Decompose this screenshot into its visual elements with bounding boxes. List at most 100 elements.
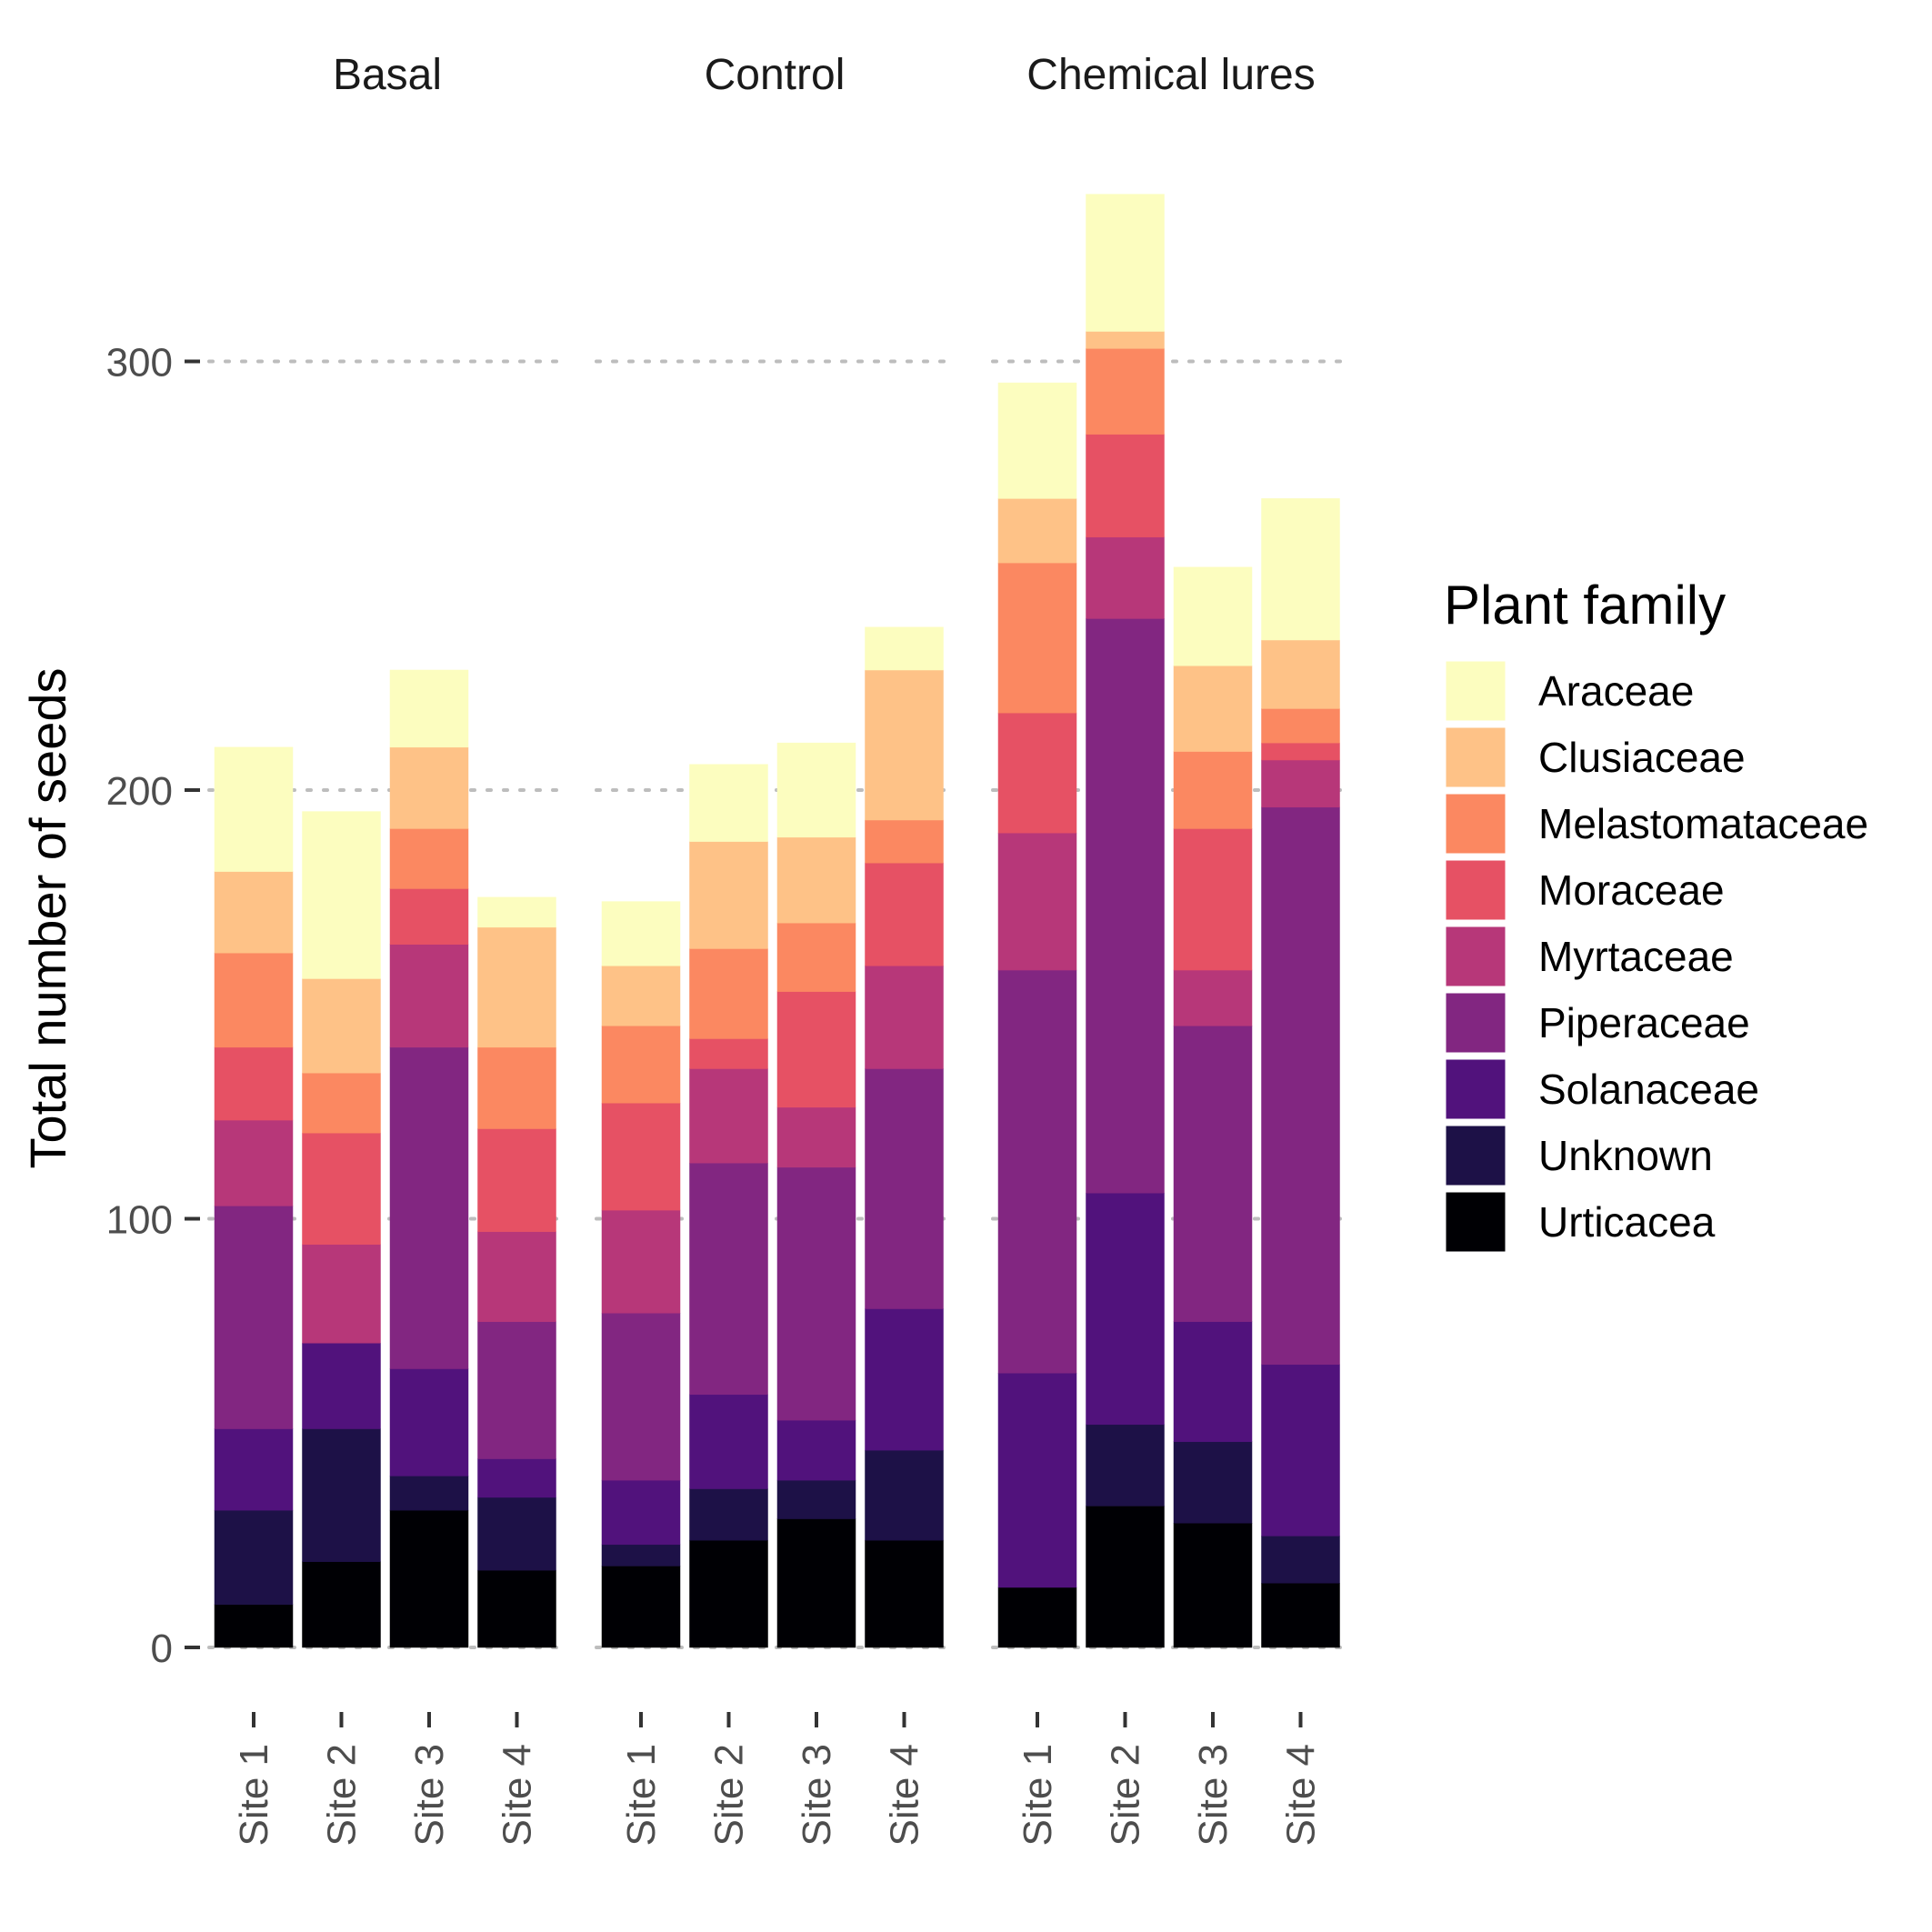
bar-segment [214,1119,294,1206]
bar-segment [865,1539,944,1648]
bar-segment [1086,618,1165,1194]
bar-segment [302,1428,381,1562]
bar-segment [689,1162,768,1396]
bar-segment [776,991,856,1108]
legend-key [1443,1056,1508,1122]
bar-segment [302,1342,381,1429]
bar-segment [1173,1026,1253,1322]
bar-segment [477,1497,556,1571]
bar-segment [1261,759,1340,808]
bar-segment [601,1566,681,1648]
bar-segment [776,1518,856,1648]
bar-segment [865,1449,944,1541]
legend-label: Urticacea [1538,1198,1716,1246]
bar-segment [689,1539,768,1648]
legend-key [1443,1123,1508,1188]
bar-segment [214,1428,294,1511]
facet-strip: Basal Control Chemical lures [333,51,1316,99]
bar-segment [1173,566,1253,666]
bar-segment [689,1038,768,1069]
x-tick-label: Site 3 [1191,1744,1236,1847]
bar-segment [1261,1583,1340,1648]
legend-label: Moraceae [1538,866,1725,914]
x-tick-label: Site 2 [1104,1744,1148,1847]
bar-segment [865,819,944,864]
bar-segment [689,764,768,842]
bar-segment [389,1368,469,1477]
bar-segment [1086,194,1165,332]
bar-segment [776,742,856,838]
bar-segment [477,1321,556,1459]
x-tick-label: Site 3 [795,1744,839,1847]
x-tick-label: Site 1 [619,1744,664,1847]
bar-segment [689,1488,768,1541]
bar-segment [1086,1192,1165,1426]
x-tick-label: Site 4 [883,1744,927,1847]
bar-segment [214,871,294,954]
bar-segment [302,1132,381,1246]
legend-key [1443,658,1508,724]
bar-segment [1086,536,1165,619]
bar-segment [389,944,469,1048]
bar-segment [477,1458,556,1498]
bar-segment [214,746,294,872]
bar-segment [1261,806,1340,1366]
bar-segment [1173,751,1253,829]
bar-segment [601,1312,681,1481]
bar-segment [302,1244,381,1344]
bar-segment [1086,434,1165,538]
facet-title: Chemical lures [1026,51,1315,99]
y-axis: 0 100 200 300 [106,341,200,1671]
bar-segment [1173,969,1253,1026]
bar-segment [776,836,856,924]
legend-key [1443,857,1508,923]
bar-segment [776,1166,856,1421]
bar-segment [302,811,381,979]
bar-segment [865,966,944,1069]
legend-key [1443,791,1508,856]
bar-segment [389,669,469,748]
bar-segment [389,1476,469,1511]
bar-segment [1173,1441,1253,1524]
bar-segment [477,1128,556,1232]
bar-segment [389,888,469,945]
legend-label: Piperaceae [1538,999,1750,1046]
bar-segment [302,1561,381,1648]
y-tick-label: 0 [151,1627,173,1671]
bar-segment [1173,828,1253,971]
x-axis: Site 1 Site 2 Site 3 Site 4 Site 1 Site 2 Site… [232,1712,1324,1847]
bar-segment [389,1509,469,1648]
bar-segment [601,1026,681,1104]
legend-label: Solanaceae [1538,1066,1759,1113]
x-tick-label: Site 2 [707,1744,752,1847]
x-tick-label: Site 4 [1279,1744,1324,1847]
bar-segment [776,1479,856,1519]
bar-segment [1086,331,1165,349]
y-tick-label: 300 [106,341,173,385]
bar-segment [776,922,856,992]
bar-segment [1086,1506,1165,1648]
bar-segment [689,841,768,949]
bar-segment [997,382,1077,499]
bar-segment [601,1209,681,1314]
bar-segment [997,1587,1077,1648]
bar-segment [214,1046,294,1121]
bar-segment [477,896,556,928]
bar-segment [477,1569,556,1648]
bar-segment [1173,666,1253,752]
bar-segment [1261,639,1340,709]
bar-segment [689,1068,768,1164]
bar-segment [865,626,944,671]
bar-segment [214,1206,294,1429]
legend-label: Araceae [1538,667,1694,715]
x-tick-label: Site 4 [496,1744,540,1847]
facet-title: Control [705,51,846,99]
bar-segment [1173,1523,1253,1648]
bar-segment [601,1479,681,1546]
bar-segment [302,1072,381,1134]
x-tick-label: Site 1 [232,1744,276,1847]
legend-key [1443,1189,1508,1255]
bar-segment [1261,1536,1340,1584]
bar-segment [477,926,556,1048]
